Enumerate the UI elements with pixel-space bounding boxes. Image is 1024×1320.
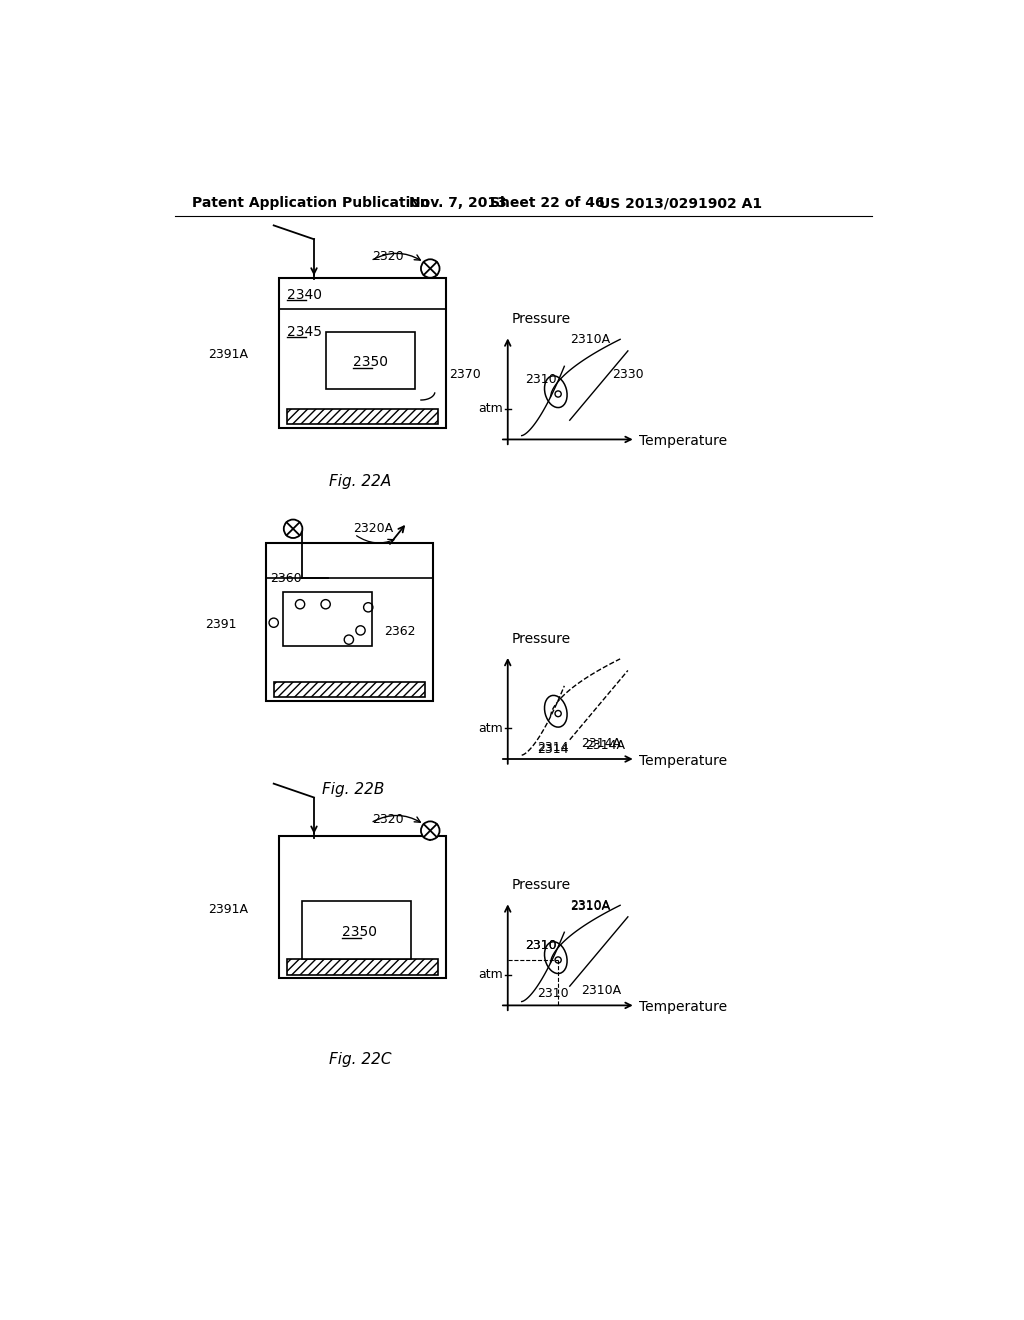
Bar (283, 591, 372, 645)
Text: 2310A: 2310A (569, 900, 610, 913)
Text: Pressure: Pressure (512, 313, 570, 326)
Text: Pressure: Pressure (512, 632, 570, 645)
Circle shape (421, 259, 439, 277)
Text: 2345: 2345 (287, 325, 322, 339)
Text: 2340: 2340 (287, 288, 322, 302)
Bar (287, 409, 438, 424)
Text: 2391A: 2391A (208, 903, 248, 916)
Text: 2350: 2350 (352, 355, 388, 370)
Text: Fig. 22B: Fig. 22B (322, 783, 384, 797)
Circle shape (421, 821, 439, 840)
Bar (273, 682, 425, 697)
Text: 2310: 2310 (524, 939, 556, 952)
Text: Temperature: Temperature (639, 754, 727, 767)
Text: Temperature: Temperature (639, 1001, 727, 1014)
Text: 2362: 2362 (384, 626, 416, 639)
Text: atm: atm (478, 968, 503, 981)
Text: 2314A: 2314A (582, 737, 622, 750)
Text: 2314A: 2314A (586, 739, 626, 751)
Text: Sheet 22 of 46: Sheet 22 of 46 (489, 197, 604, 210)
Text: atm: atm (478, 403, 503, 416)
Text: 2320: 2320 (372, 251, 403, 264)
Circle shape (284, 520, 302, 539)
Text: 2370: 2370 (450, 367, 481, 380)
Text: 2314: 2314 (538, 741, 568, 754)
Text: 2391: 2391 (205, 618, 237, 631)
Text: Fig. 22A: Fig. 22A (330, 474, 391, 490)
Text: 2310: 2310 (524, 372, 556, 385)
Text: US 2013/0291902 A1: US 2013/0291902 A1 (599, 197, 762, 210)
Text: 2310A: 2310A (582, 983, 622, 997)
Text: 2310: 2310 (524, 939, 556, 952)
Text: 2320: 2320 (372, 813, 403, 825)
Text: 2350: 2350 (342, 925, 377, 940)
Text: 2391A: 2391A (208, 348, 248, 362)
Bar (326, 331, 415, 389)
Text: 2330: 2330 (612, 367, 644, 380)
Text: Nov. 7, 2013: Nov. 7, 2013 (409, 197, 506, 210)
Bar (266, 544, 432, 701)
Text: 2310A: 2310A (569, 899, 610, 912)
Bar (287, 960, 438, 974)
Bar (280, 277, 445, 428)
Text: 2360: 2360 (270, 572, 301, 585)
Text: 2320A: 2320A (352, 521, 393, 535)
Text: Temperature: Temperature (639, 434, 727, 447)
Bar (302, 902, 411, 960)
Text: 2314: 2314 (538, 743, 568, 756)
Text: 2310A: 2310A (569, 333, 610, 346)
Text: Pressure: Pressure (512, 878, 570, 892)
Text: Fig. 22C: Fig. 22C (330, 1052, 392, 1067)
Bar (280, 836, 445, 978)
Text: atm: atm (478, 722, 503, 735)
Text: 2310: 2310 (538, 987, 568, 1001)
Text: Patent Application Publication: Patent Application Publication (191, 197, 429, 210)
